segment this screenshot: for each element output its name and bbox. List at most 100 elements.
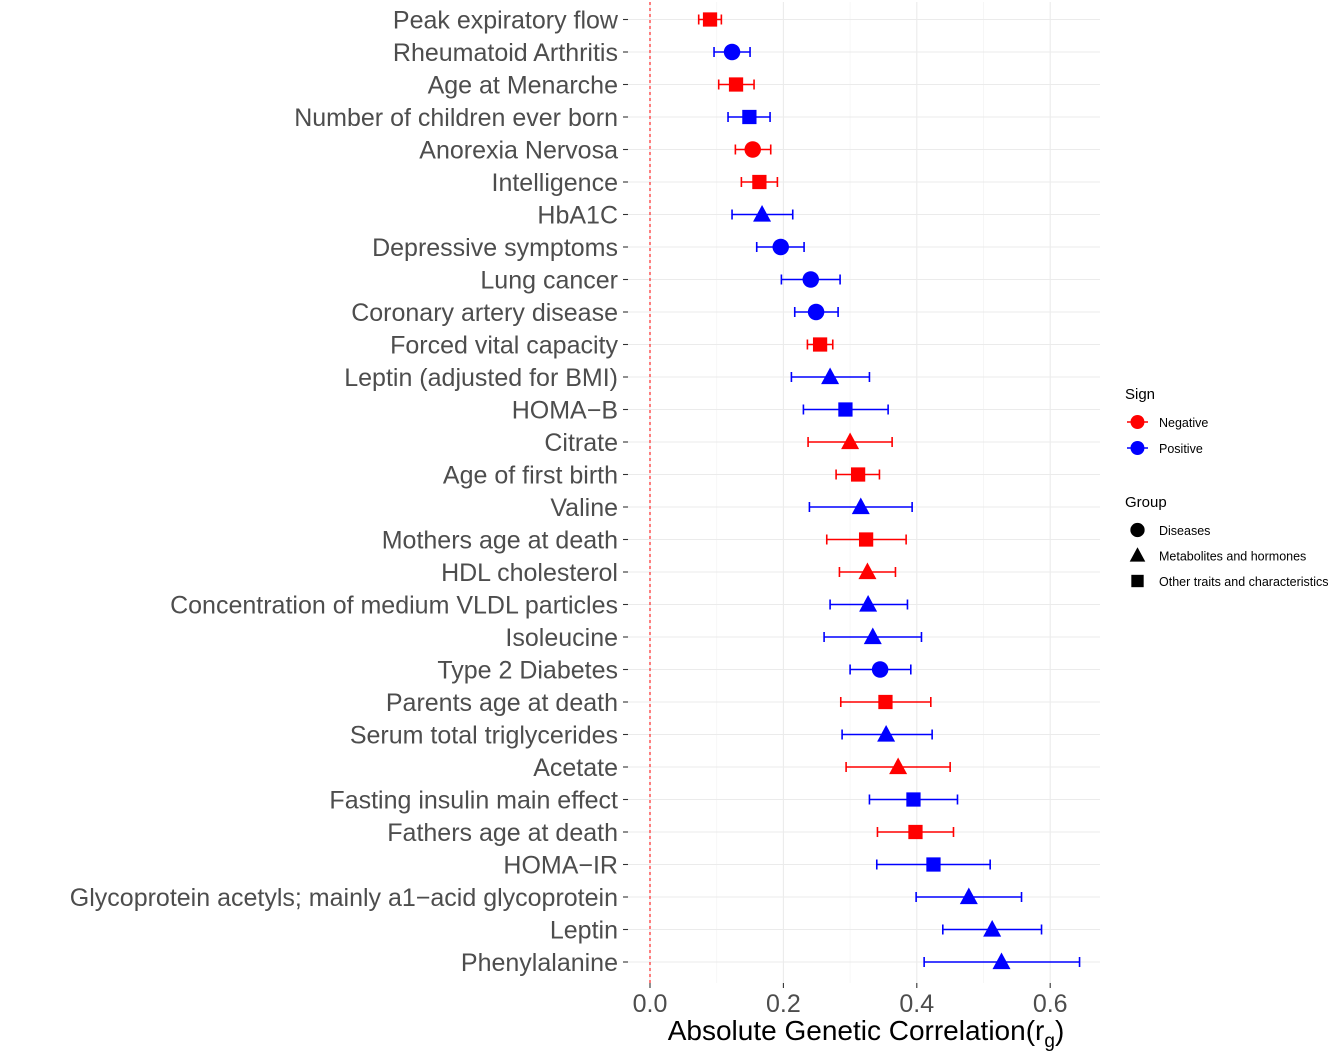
legend-sign-label: Positive [1159, 442, 1203, 456]
legend-sign-item: Negative [1127, 415, 1208, 430]
y-tick-label: HDL cholesterol [441, 559, 618, 587]
data-point-group [793, 303, 839, 321]
y-tick-label: Mothers age at death [382, 527, 618, 555]
y-tick-label: Type 2 Diabetes [437, 657, 618, 685]
y-tick-label: Leptin (adjusted for BMI) [344, 364, 618, 392]
y-tick-label: Concentration of medium VLDL particles [170, 592, 618, 620]
point-marker-square [728, 77, 744, 92]
legend-key-circle [1130, 441, 1145, 455]
y-tick-label: HOMA−B [512, 397, 618, 425]
point-marker-triangle [863, 627, 882, 645]
data-point-group [807, 432, 893, 450]
point-marker-square [812, 337, 828, 352]
data-point-group [876, 824, 955, 840]
data-point-group [838, 562, 897, 580]
point-marker-square [752, 174, 767, 190]
y-tick-label: Serum total triglycerides [350, 722, 618, 750]
data-point-group [942, 920, 1043, 937]
point-marker-triangle [841, 432, 860, 450]
x-axis-title-main: Absolute Genetic Correlation [668, 1015, 1026, 1046]
data-point-group [839, 694, 932, 710]
point-marker-square [878, 694, 893, 710]
y-tick-label: Anorexia Nervosa [419, 137, 618, 165]
y-tick-label: Fathers age at death [387, 819, 618, 847]
data-point-group [740, 174, 779, 190]
data-point-group [717, 77, 755, 92]
y-tick-label: Age at Menarche [428, 72, 618, 100]
legend-group-label: Metabolites and hormones [1159, 550, 1306, 564]
x-tick-label: 0.2 [766, 990, 801, 1018]
point-marker-circle [772, 238, 789, 256]
legend-sign-title: Sign [1125, 386, 1155, 403]
legend-group-title: Group [1125, 494, 1167, 511]
y-tick-label: Coronary artery disease [351, 299, 618, 327]
y-tick-label: Glycoprotein acetyls; mainly a1−acid gly… [70, 884, 618, 912]
y-tick-label: Fasting insulin main effect [329, 787, 618, 815]
y-tick-label: Phenylalanine [461, 949, 618, 977]
data-point-group [808, 497, 913, 515]
legend-sign-label: Negative [1159, 416, 1208, 430]
data-point-group [727, 109, 771, 125]
data-point-group [845, 757, 951, 775]
y-tick-label: Acetate [533, 754, 618, 782]
x-axis-title-symbol: r [1035, 1015, 1044, 1046]
point-marker-square [702, 12, 718, 27]
point-marker-triangle [877, 725, 896, 742]
data-point-group [802, 402, 889, 417]
point-marker-square [850, 467, 866, 482]
y-tick-label: HbA1C [537, 202, 618, 230]
point-marker-square [908, 824, 923, 840]
data-point-group [868, 792, 959, 807]
legend-group-label: Diseases [1159, 524, 1210, 538]
y-tick-label: Forced vital capacity [390, 332, 618, 360]
legend-group-label: Other traits and characteristics [1159, 575, 1329, 589]
legend-group-item: Other traits and characteristics [1131, 574, 1329, 589]
legend-group-items: Diseases Metabolites and hormones Other tr… [1129, 522, 1329, 589]
point-marker-circle [744, 141, 761, 158]
y-axis-labels: Peak expiratory flow Rheumatoid Arthritis… [70, 7, 628, 977]
y-tick-label: Age of first birth [443, 462, 618, 490]
y-tick-label: Depressive symptoms [372, 234, 618, 262]
legend-key-triangle [1129, 547, 1146, 562]
y-tick-label: Parents age at death [386, 689, 618, 717]
data-point-group [849, 661, 912, 678]
y-tick-label: Peak expiratory flow [393, 7, 619, 35]
data-point-group [697, 12, 723, 27]
point-marker-square [926, 857, 941, 872]
legend-sign-items: Negative Positive [1127, 415, 1208, 456]
data-point-group [835, 467, 881, 482]
data-point-group [755, 238, 805, 256]
legend-key-circle [1130, 415, 1145, 429]
x-axis: 0.0 0.2 0.4 0.6 [633, 983, 1068, 1018]
point-marker-triangle [858, 562, 877, 580]
y-tick-label: Citrate [544, 429, 618, 457]
data-point-group [923, 952, 1081, 970]
data-point-group [790, 367, 871, 385]
point-marker-triangle [821, 367, 840, 385]
data-point-group [806, 337, 834, 352]
point-marker-square [858, 532, 874, 547]
panel-background [628, 2, 1100, 983]
data-point-group [875, 857, 991, 872]
legend-key-circle [1130, 522, 1145, 538]
data-point-group [731, 205, 794, 222]
data-point-group [734, 141, 772, 158]
x-axis-title-subscript: g [1044, 1031, 1055, 1052]
data-point-group [713, 43, 751, 61]
legend-group-item: Metabolites and hormones [1129, 547, 1306, 564]
data-point-group [915, 887, 1023, 905]
legend-key-square [1131, 574, 1144, 588]
x-tick-label: 0.6 [1033, 990, 1068, 1018]
data-point-group [825, 532, 907, 547]
point-marker-circle [871, 661, 889, 678]
x-tick-label: 0.4 [899, 990, 934, 1018]
point-marker-square [742, 109, 757, 125]
data-point-group [780, 271, 841, 288]
point-marker-square [906, 792, 921, 807]
point-marker-triangle [889, 757, 908, 775]
y-tick-label: Rheumatoid Arthritis [393, 39, 618, 67]
point-marker-circle [723, 43, 741, 61]
y-tick-label: Leptin [550, 917, 618, 945]
legend-group-item: Diseases [1130, 522, 1210, 538]
